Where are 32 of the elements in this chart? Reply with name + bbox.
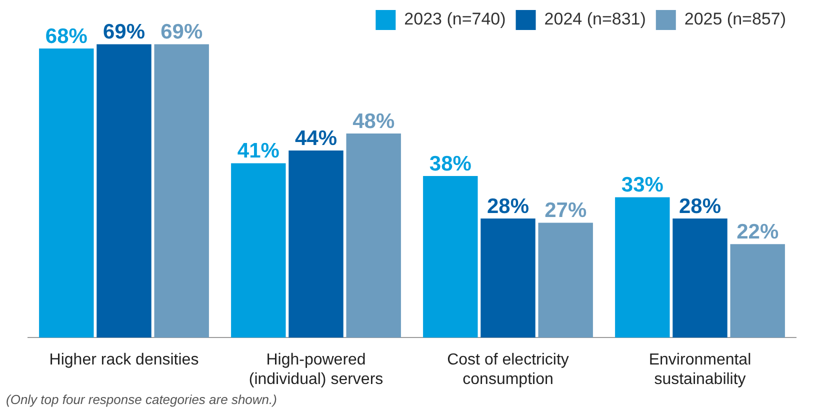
bar	[538, 222, 593, 338]
data-label: 22%	[736, 220, 779, 244]
data-label: 27%	[544, 199, 587, 222]
bar	[96, 44, 152, 338]
bar	[672, 218, 728, 338]
legend-label: 2025 (n=857)	[684, 10, 786, 29]
bar	[730, 244, 785, 338]
x-tick-label: High-powered (individual) servers	[248, 352, 384, 388]
data-label: 28%	[678, 194, 722, 218]
x-tick-label: Environmental sustainability	[648, 352, 752, 388]
bar	[480, 218, 536, 338]
data-label: 69%	[102, 20, 146, 44]
data-label: 33%	[621, 174, 664, 197]
data-label: 69%	[160, 20, 203, 44]
data-label: 68%	[45, 24, 88, 48]
data-label: 44%	[294, 126, 338, 150]
data-label: 48%	[352, 110, 395, 133]
legend-label: 2024 (n=831)	[544, 10, 646, 29]
data-label: 28%	[486, 194, 530, 218]
data-label: 38%	[429, 152, 472, 176]
bar	[423, 176, 478, 338]
bar	[346, 134, 401, 338]
x-tick-label: Cost of electricity consumption	[447, 352, 569, 388]
bar	[615, 197, 670, 338]
legend-label: 2023 (n=740)	[404, 10, 506, 29]
text: (Only top four response categories are shown.)	[5, 392, 278, 407]
bar	[39, 48, 94, 338]
bar	[231, 163, 286, 338]
data-label: 41%	[237, 140, 280, 163]
x-tick-label: Higher rack densities	[49, 352, 199, 369]
bar	[288, 150, 344, 338]
bar	[154, 44, 209, 338]
